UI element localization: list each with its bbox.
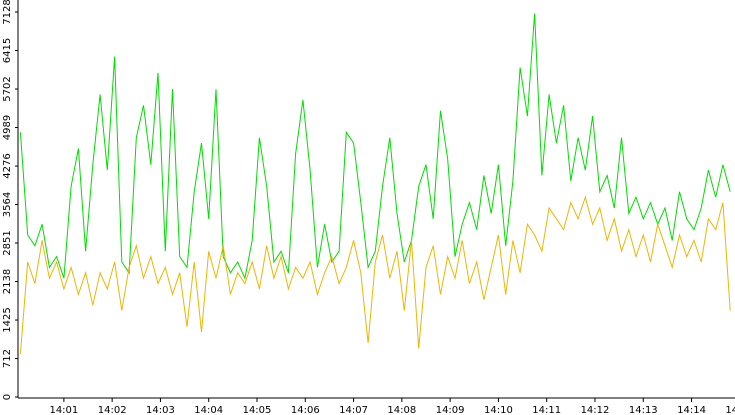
y-tick-label: 2851: [2, 230, 13, 255]
y-tick-label: 6415: [2, 38, 13, 63]
x-tick-label: 14:07: [339, 405, 368, 415]
x-tick-label: 14:12: [581, 405, 610, 415]
y-tick-label: 7128: [2, 0, 13, 25]
x-tick-label: 14:05: [243, 405, 272, 415]
y-tick-label: 0: [2, 394, 13, 400]
x-tick-label: 14:06: [291, 405, 320, 415]
y-tick-label: 4276: [2, 153, 13, 178]
series-line: [19, 13, 731, 280]
y-tick-label: 2138: [2, 269, 13, 294]
x-tick-label: 14:13: [629, 405, 658, 415]
x-tick-label: 14:02: [98, 405, 127, 415]
y-tick-label: 1425: [2, 307, 13, 332]
x-tick-label: 14:11: [532, 405, 561, 415]
y-tick-label: 3564: [2, 192, 13, 217]
x-tick-label: 14:15: [725, 405, 735, 415]
x-tick-label: 14:03: [146, 405, 175, 415]
y-tick-label: 5702: [2, 76, 13, 101]
x-tick-label: 14:01: [49, 405, 78, 415]
x-tick-label: 14:09: [436, 405, 465, 415]
y-tick-label: 4989: [2, 115, 13, 140]
x-tick-label: 14:10: [484, 405, 513, 415]
series-line: [19, 195, 731, 354]
x-tick-label: 14:14: [677, 405, 706, 415]
x-tick-label: 14:04: [194, 405, 223, 415]
y-tick-label: 712: [2, 349, 13, 368]
x-tick-label: 14:08: [387, 405, 416, 415]
